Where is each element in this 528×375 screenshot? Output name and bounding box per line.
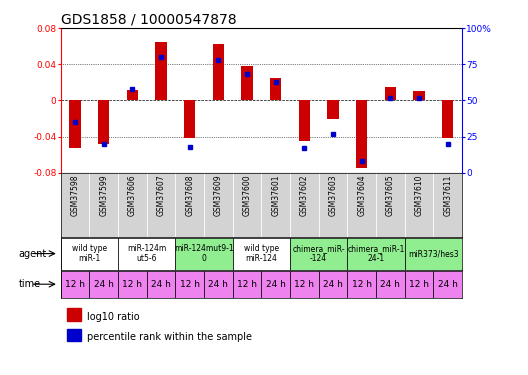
Text: 12 h: 12 h	[65, 280, 85, 289]
Text: wild type
miR-1: wild type miR-1	[72, 244, 107, 263]
Bar	[155, 42, 167, 101]
Bar	[233, 271, 261, 298]
Text: 24 h: 24 h	[151, 280, 171, 289]
Bar	[404, 271, 433, 298]
Text: chimera_miR-
-124: chimera_miR- -124	[293, 244, 345, 263]
Text: 12 h: 12 h	[180, 280, 200, 289]
Bar	[413, 92, 425, 100]
Bar	[384, 87, 396, 100]
Bar	[204, 271, 233, 298]
Bar	[442, 100, 454, 138]
Text: GSM37603: GSM37603	[328, 175, 337, 216]
Text: agent: agent	[18, 249, 47, 259]
Text: 12 h: 12 h	[237, 280, 257, 289]
Bar	[61, 271, 89, 298]
Bar	[98, 100, 109, 144]
Bar	[175, 237, 233, 270]
Text: percentile rank within the sample: percentile rank within the sample	[87, 332, 252, 342]
Text: time: time	[18, 279, 41, 289]
Text: 12 h: 12 h	[294, 280, 314, 289]
Bar	[270, 78, 281, 101]
Text: wild type
miR-124: wild type miR-124	[244, 244, 279, 263]
Text: 24 h: 24 h	[94, 280, 114, 289]
Bar	[67, 328, 81, 341]
Text: miR-124m
ut5-6: miR-124m ut5-6	[127, 244, 166, 263]
Text: GSM37599: GSM37599	[99, 175, 108, 216]
Text: GDS1858 / 10000547878: GDS1858 / 10000547878	[61, 13, 237, 27]
Bar	[356, 100, 367, 168]
Bar	[184, 100, 195, 138]
Text: GSM37608: GSM37608	[185, 175, 194, 216]
Bar	[376, 271, 404, 298]
Text: 24 h: 24 h	[209, 280, 228, 289]
Bar	[404, 237, 462, 270]
Bar	[175, 271, 204, 298]
Text: 12 h: 12 h	[122, 280, 143, 289]
Bar	[69, 100, 81, 147]
Bar	[61, 237, 118, 270]
Text: GSM37611: GSM37611	[443, 175, 452, 216]
Text: 12 h: 12 h	[409, 280, 429, 289]
Bar	[127, 90, 138, 101]
Text: 12 h: 12 h	[352, 280, 372, 289]
Text: miR373/hes3: miR373/hes3	[408, 249, 459, 258]
Text: GSM37606: GSM37606	[128, 175, 137, 216]
Bar	[118, 271, 147, 298]
Text: 24 h: 24 h	[438, 280, 458, 289]
Text: GSM37600: GSM37600	[242, 175, 251, 216]
Text: GSM37602: GSM37602	[300, 175, 309, 216]
Text: GSM37598: GSM37598	[71, 175, 80, 216]
Bar	[261, 271, 290, 298]
Text: 24 h: 24 h	[266, 280, 286, 289]
Bar	[213, 44, 224, 100]
Text: log10 ratio: log10 ratio	[87, 312, 139, 322]
Bar	[89, 271, 118, 298]
Bar	[67, 308, 81, 321]
Bar	[290, 237, 347, 270]
Bar	[347, 237, 404, 270]
Text: GSM37604: GSM37604	[357, 175, 366, 216]
Bar	[147, 271, 175, 298]
Bar	[319, 271, 347, 298]
Text: 24 h: 24 h	[380, 280, 400, 289]
Text: GSM37607: GSM37607	[156, 175, 166, 216]
Text: GSM37601: GSM37601	[271, 175, 280, 216]
Text: GSM37609: GSM37609	[214, 175, 223, 216]
Bar	[433, 271, 462, 298]
Text: GSM37610: GSM37610	[414, 175, 423, 216]
Bar	[327, 100, 339, 118]
Bar	[290, 271, 319, 298]
Text: miR-124mut9-1
0: miR-124mut9-1 0	[174, 244, 234, 263]
Bar	[241, 66, 253, 100]
Bar	[118, 237, 175, 270]
Text: 24 h: 24 h	[323, 280, 343, 289]
Bar	[299, 100, 310, 141]
Text: chimera_miR-1
24-1: chimera_miR-1 24-1	[347, 244, 404, 263]
Text: GSM37605: GSM37605	[386, 175, 395, 216]
Bar	[347, 271, 376, 298]
Bar	[233, 237, 290, 270]
